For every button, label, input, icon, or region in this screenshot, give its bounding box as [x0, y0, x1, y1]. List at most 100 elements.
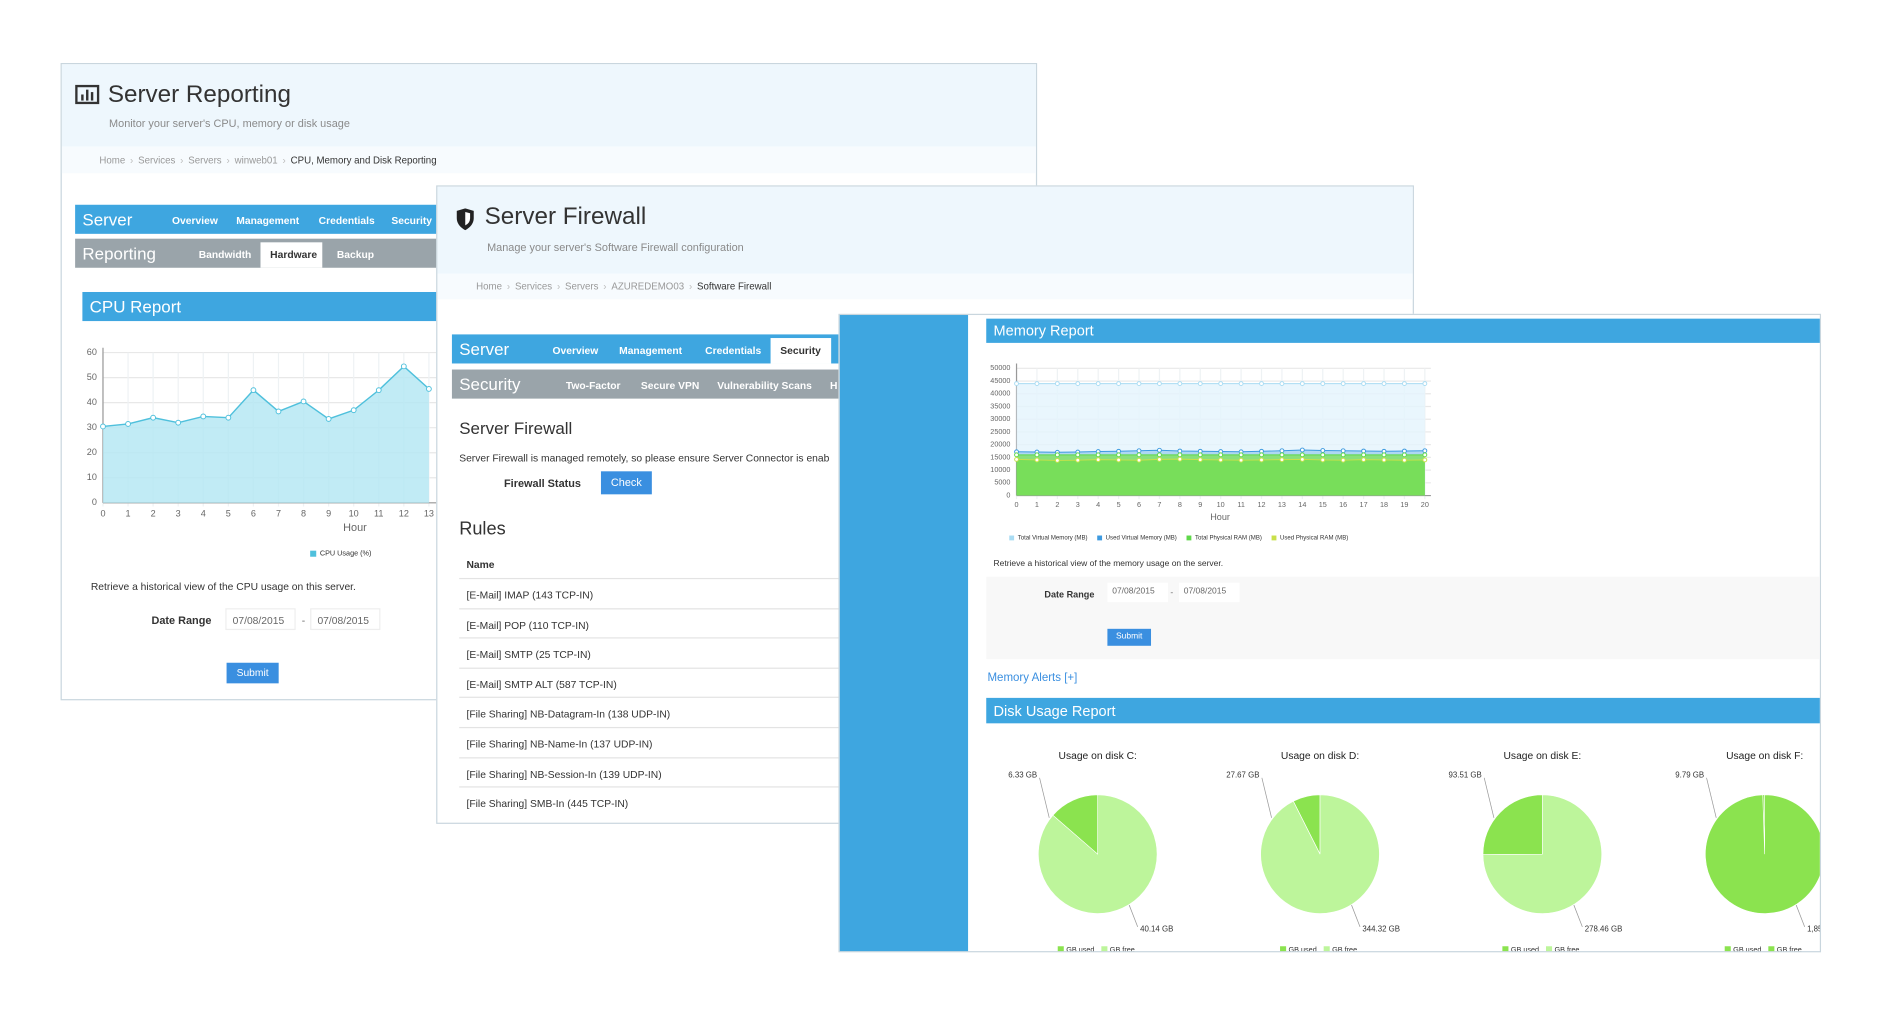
series-point: [1259, 457, 1264, 463]
date-input[interactable]: 07/08/2015: [310, 608, 381, 631]
submit-button[interactable]: Submit: [226, 662, 279, 684]
breadcrumb-item[interactable]: winweb01: [235, 155, 291, 166]
rule-name: [File Sharing] NB-Name-In (137 UDP-IN): [466, 737, 653, 750]
x-tick-label: 7: [276, 509, 281, 519]
x-tick-label: 3: [176, 509, 181, 519]
date-input[interactable]: 07/08/2015: [225, 608, 296, 631]
legend-swatch: [310, 550, 317, 557]
pie-slice: [1482, 794, 1543, 856]
nav-tab[interactable]: Vulnerability Scans: [717, 379, 812, 392]
nav-tab[interactable]: Hardware: [270, 248, 318, 261]
nav-tab[interactable]: Credentials: [705, 344, 762, 357]
active-tab-bg: [260, 242, 323, 268]
breadcrumb-item[interactable]: AZUREDEMO03: [611, 281, 697, 292]
series-point: [1320, 452, 1326, 458]
chart: Usage on disk C: 6.33 GB 40.14 GB GB used GB…: [1008, 751, 1820, 953]
submit-button[interactable]: Submit: [1107, 628, 1152, 646]
page-title: Server Reporting: [107, 81, 292, 108]
breadcrumb-item[interactable]: Servers: [188, 155, 234, 166]
x-tick-label: 5: [226, 509, 231, 519]
y-tick-label: 10: [87, 472, 97, 482]
nav-tab[interactable]: Bandwidth: [198, 248, 252, 261]
legend-swatch: [1546, 946, 1553, 952]
y-tick-label: 40000: [990, 389, 1010, 398]
series-point: [1402, 381, 1407, 387]
rule-name: [E-Mail] SMTP (25 TCP-IN): [466, 648, 591, 661]
series-point: [1095, 457, 1101, 463]
rule-name: [E-Mail] POP (110 TCP-IN): [466, 618, 589, 631]
series-point: [1320, 381, 1326, 387]
section-title: Memory Report: [993, 322, 1094, 340]
series-point: [100, 423, 106, 430]
series-point: [1279, 452, 1285, 458]
x-tick-label: 9: [326, 509, 331, 519]
pie-value-label: 27.67 GB: [1226, 771, 1259, 780]
nav-tab[interactable]: Management: [236, 214, 300, 227]
nav-tab[interactable]: Backup: [336, 248, 375, 261]
rule-name: [E-Mail] IMAP (143 TCP-IN): [466, 588, 594, 601]
x-tick-label: 1: [126, 509, 131, 519]
nav-tab[interactable]: Overview: [172, 214, 218, 227]
series-point: [1259, 452, 1264, 458]
legend-swatch: [1724, 946, 1731, 952]
x-tick-label: 7: [1157, 500, 1161, 509]
series-point: [200, 413, 207, 420]
breadcrumb-item[interactable]: CPU, Memory and Disk Reporting: [290, 155, 437, 166]
description: Retrieve a historical view of the memory…: [993, 559, 1224, 569]
nav-tab[interactable]: Security: [391, 214, 432, 227]
series-point: [1279, 457, 1285, 463]
pie-title: Usage on disk D:: [1281, 751, 1359, 762]
series-point: [1075, 381, 1081, 387]
rule-name: [File Sharing] SMB-In (445 TCP-IN): [466, 797, 629, 810]
breadcrumb-item[interactable]: Services: [515, 281, 565, 292]
series-point: [175, 419, 182, 426]
series-point: [1361, 457, 1367, 463]
breadcrumb-item[interactable]: Software Firewall: [697, 281, 772, 292]
x-tick-label: 11: [374, 509, 383, 519]
pie-title: Usage on disk C:: [1059, 751, 1137, 762]
y-tick-label: 20: [87, 447, 97, 457]
x-tick-label: 2: [1055, 500, 1059, 509]
x-tick-label: 12: [1257, 500, 1265, 509]
series-point: [1340, 381, 1346, 387]
x-tick-label: 2: [151, 509, 156, 519]
rule-name: [File Sharing] NB-Session-In (139 UDP-IN…: [466, 767, 662, 780]
breadcrumb-item[interactable]: Services: [138, 155, 188, 166]
nav-tab[interactable]: Security: [780, 344, 821, 357]
rule-name: [File Sharing] NB-Datagram-In (138 UDP-I…: [466, 708, 671, 721]
legend-label: GB free: [1332, 945, 1357, 953]
y-tick-label: 0: [92, 497, 97, 507]
series-point: [1157, 452, 1162, 458]
alerts-link[interactable]: Memory Alerts [+]: [987, 671, 1078, 685]
legend-label: GB free: [1777, 945, 1802, 953]
nav-tab[interactable]: Overview: [552, 344, 599, 357]
nav-tab[interactable]: Secure VPN: [640, 379, 700, 392]
pie-value-label: 278.46 GB: [1585, 924, 1623, 933]
date-input[interactable]: 07/08/2015: [1107, 582, 1168, 603]
series-point: [1157, 456, 1162, 462]
check-button[interactable]: Check: [600, 471, 652, 495]
series-point: [1116, 381, 1122, 387]
nav-tab[interactable]: Management: [619, 344, 683, 357]
x-tick-label: 8: [1178, 500, 1182, 509]
section-bar: Disk Usage Report: [986, 697, 1820, 724]
series-point: [1034, 381, 1040, 387]
series-point: [375, 387, 382, 394]
series-point: [1238, 452, 1244, 458]
x-tick-label: 5: [1117, 500, 1121, 509]
x-tick-label: 3: [1076, 500, 1080, 509]
legend-swatch: [1768, 946, 1775, 952]
page-subtitle: Manage your server's Software Firewall c…: [487, 241, 744, 254]
breadcrumb-item[interactable]: Servers: [565, 281, 611, 292]
section-title: Disk Usage Report: [993, 702, 1116, 720]
legend-label: Used Virtual Memory (MB): [1106, 536, 1177, 542]
section-heading: Server Firewall: [459, 418, 573, 438]
series-point: [1299, 456, 1305, 462]
legend-label: GB used: [1733, 945, 1761, 953]
breadcrumb-item[interactable]: Home: [99, 155, 138, 166]
nav-tab[interactable]: H: [829, 379, 838, 392]
nav-tab[interactable]: Credentials: [318, 214, 375, 227]
date-input[interactable]: 07/08/2015: [1178, 582, 1240, 603]
nav-tab[interactable]: Two-Factor: [565, 379, 621, 392]
breadcrumb-item[interactable]: Home: [476, 281, 515, 292]
